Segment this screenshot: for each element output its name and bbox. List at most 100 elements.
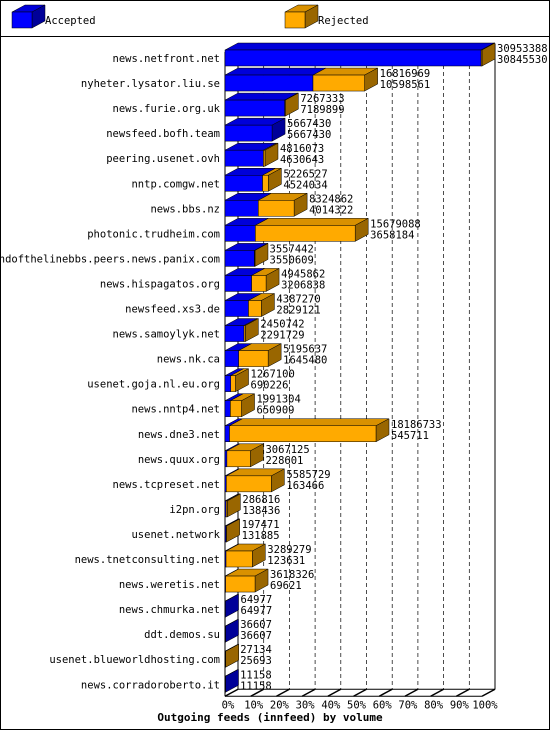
- accepted-label: 138436: [242, 505, 280, 517]
- legend-swatch: [284, 11, 306, 29]
- category-label: news.bbs.nz: [150, 203, 220, 215]
- accepted-label: 2291729: [260, 330, 304, 342]
- x-tick-label: 80%: [424, 699, 444, 711]
- accepted-label: 3658184: [370, 229, 414, 241]
- offered-label: 8324862: [309, 193, 353, 205]
- category-label: ddt.demos.su: [144, 629, 220, 641]
- category-label: news.samoylyk.net: [113, 329, 220, 341]
- rejected-bar: [225, 575, 256, 593]
- accepted-bar: [224, 124, 273, 142]
- accepted-bar-top: [224, 67, 327, 76]
- category-label: peering.usenet.ovh: [106, 153, 220, 165]
- offered-label: 11158: [240, 669, 272, 681]
- offered-label: 7267333: [300, 93, 344, 105]
- accepted-label: 30845530: [497, 54, 548, 66]
- accepted-label: 545711: [391, 430, 429, 442]
- legend-label: Accepted: [45, 15, 96, 27]
- accepted-bar: [224, 375, 231, 392]
- offered-label: 64977: [241, 594, 273, 606]
- accepted-bar: [224, 99, 285, 117]
- rejected-bar: [243, 325, 246, 342]
- accepted-label: 5667430: [287, 129, 331, 141]
- accepted-label: 650909: [257, 405, 295, 417]
- category-label: news.tnetconsulting.net: [75, 554, 220, 566]
- accepted-bar: [224, 149, 264, 167]
- x-tick-label: 20%: [270, 699, 290, 711]
- tick-mark: [250, 688, 265, 697]
- x-tick-label: 90%: [450, 699, 470, 711]
- tick-mark: [481, 688, 496, 697]
- offered-label: 1267100: [251, 369, 295, 381]
- accepted-bar: [224, 350, 239, 367]
- offered-label: 3067125: [265, 444, 309, 456]
- offered-label: 4387270: [276, 294, 320, 306]
- offered-label: 4945862: [281, 268, 325, 280]
- accepted-bar: [224, 200, 259, 217]
- offered-label: 15679088: [370, 218, 421, 230]
- rejected-bar: [254, 250, 256, 267]
- offered-label: 3289279: [267, 544, 311, 556]
- rejected-bar: [255, 225, 356, 242]
- accepted-label: 25693: [240, 655, 272, 667]
- tick-mark: [404, 688, 419, 697]
- accepted-bar: [224, 325, 245, 342]
- category-label: usenet.blueworldhosting.com: [49, 654, 220, 666]
- x-tick-label: 0%: [222, 699, 235, 711]
- x-tick-label: 50%: [347, 699, 367, 711]
- category-label: photonic.trudheim.com: [87, 228, 220, 240]
- x-tick-label: 70%: [398, 699, 418, 711]
- category-label: news.dne3.net: [138, 429, 220, 441]
- offered-label: 5226527: [283, 168, 327, 180]
- legend-label: Rejected: [318, 15, 369, 27]
- tick-mark: [224, 688, 239, 697]
- x-tick-label: 40%: [321, 699, 341, 711]
- offered-label: 5667430: [287, 118, 331, 130]
- offered-label: 3618326: [270, 569, 314, 581]
- rejected-bar-top: [255, 218, 369, 226]
- category-label: news.nk.ca: [157, 354, 220, 366]
- category-label: newsfeed.bofh.team: [106, 128, 220, 140]
- x-tick-label: 60%: [373, 699, 393, 711]
- accepted-label: 3206838: [281, 279, 325, 291]
- rejected-bar: [312, 74, 365, 92]
- accepted-label: 7189899: [300, 104, 344, 116]
- rejected-bar: [251, 275, 267, 292]
- accepted-bar-top: [224, 42, 495, 51]
- rejected-bar: [480, 49, 483, 67]
- rejected-bar: [225, 500, 228, 518]
- offered-label: 4816073: [280, 143, 324, 155]
- rejected-bar: [225, 550, 253, 568]
- tick-mark: [327, 688, 342, 697]
- accepted-bar: [224, 600, 226, 618]
- rejected-bar: [226, 450, 251, 468]
- accepted-bar: [224, 275, 252, 292]
- offered-label: 2450742: [260, 319, 304, 331]
- rejected-bar: [258, 200, 295, 217]
- x-tick-label: 10%: [244, 699, 264, 711]
- accepted-bar: [224, 250, 255, 267]
- accepted-label: 10598561: [380, 79, 431, 91]
- offered-label: 27134: [240, 644, 272, 656]
- accepted-bar: [224, 450, 228, 468]
- offered-label: 30953388: [497, 43, 548, 55]
- accepted-label: 11158: [240, 680, 272, 692]
- category-label: endofthelinebbs.peers.news.panix.com: [0, 253, 220, 265]
- accepted-label: 163466: [286, 480, 324, 492]
- accepted-label: 64977: [241, 605, 273, 617]
- rejected-bar: [263, 149, 266, 167]
- category-label: newsfeed.xs3.de: [125, 304, 220, 316]
- accepted-bar: [224, 676, 226, 693]
- category-label: news.tcpreset.net: [113, 479, 220, 491]
- category-label: news.chmurka.net: [119, 604, 220, 616]
- offered-label: 5585729: [286, 469, 330, 481]
- accepted-bar: [224, 175, 263, 192]
- accepted-label: 36607: [240, 630, 272, 642]
- accepted-bar: [224, 300, 249, 317]
- category-label: news.furie.org.uk: [113, 103, 221, 115]
- category-label: news.corradoroberto.it: [81, 679, 220, 691]
- offered-label: 286816: [242, 494, 280, 506]
- rejected-bar: [230, 400, 242, 417]
- category-label: i2pn.org: [169, 504, 220, 516]
- accepted-label: 2829121: [276, 305, 320, 317]
